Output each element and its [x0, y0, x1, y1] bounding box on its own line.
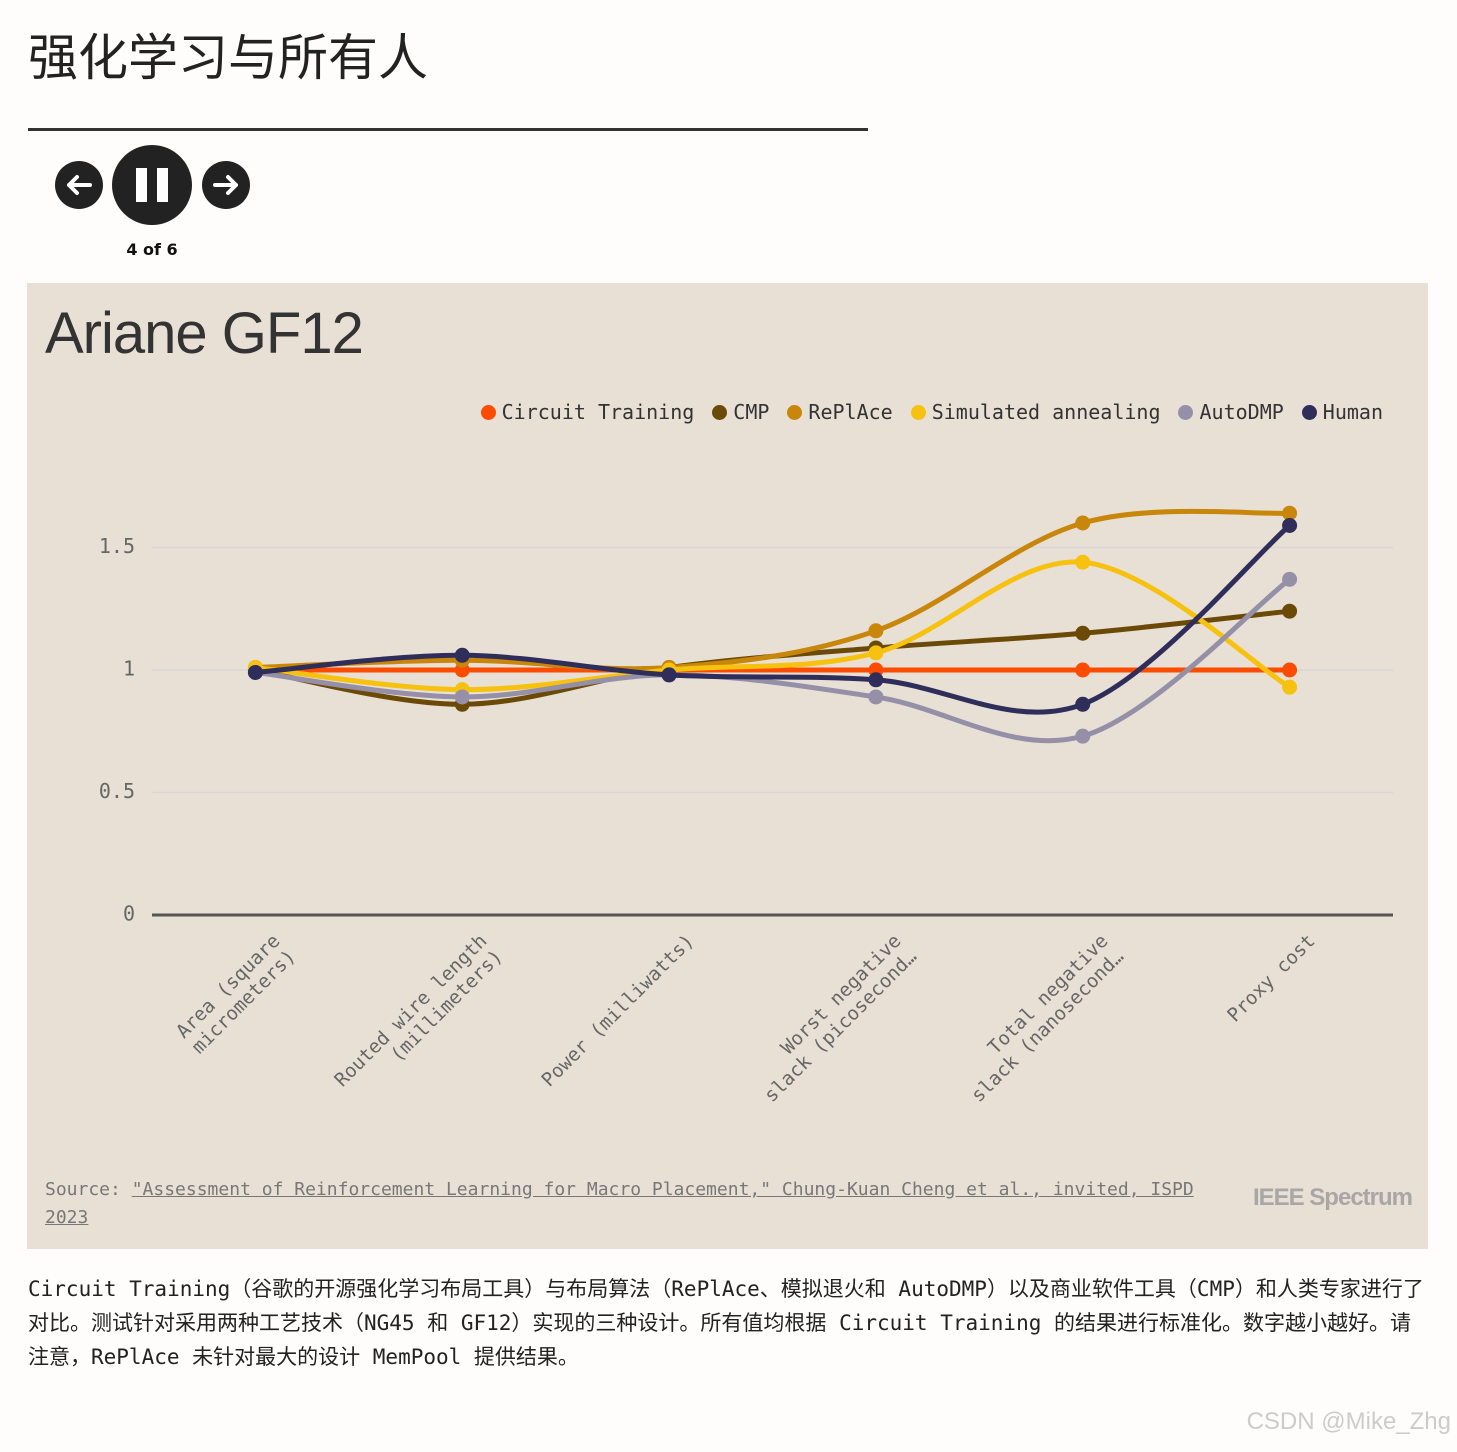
data-point — [868, 645, 884, 661]
legend-label: AutoDMP — [1199, 400, 1284, 424]
source-note: Source: "Assessment of Reinforcement Lea… — [45, 1176, 1225, 1232]
data-point — [1075, 696, 1091, 712]
caption: Circuit Training（谷歌的开源强化学习布局工具）与布局算法（ReP… — [28, 1277, 1424, 1369]
y-tick-label: 1.5 — [99, 534, 135, 558]
legend-item: RePlAce — [787, 400, 893, 424]
legend-item: Human — [1301, 400, 1383, 424]
data-point — [868, 689, 884, 705]
data-point — [1282, 662, 1298, 678]
slide-counter: 4 of 6 — [126, 240, 178, 259]
series-line — [252, 576, 1293, 744]
legend-label: CMP — [733, 400, 770, 424]
legend-item: Circuit Training — [480, 400, 695, 424]
y-tick-label: 1 — [123, 657, 135, 681]
data-point — [1075, 728, 1091, 744]
data-point — [1282, 517, 1298, 533]
data-point — [247, 664, 263, 680]
data-point — [868, 623, 884, 639]
series-line — [252, 522, 1293, 715]
logo: IEEE Spectrum — [1252, 1184, 1413, 1211]
data-point — [1075, 515, 1091, 531]
watermark: CSDN @Mike_Zhg — [1246, 1408, 1451, 1435]
legend-item: Simulated annealing — [910, 400, 1161, 424]
legend-swatch — [910, 404, 926, 420]
chart-title: Ariane GF12 — [45, 301, 364, 366]
legend-swatch — [787, 404, 803, 420]
divider — [28, 128, 868, 131]
data-point — [1282, 505, 1298, 521]
source-label: Source: — [45, 1179, 121, 1200]
legend-label: RePlAce — [808, 400, 893, 424]
y-tick-label: 0 — [123, 902, 135, 926]
page-title: 强化学习与所有人 — [28, 29, 428, 87]
series-line — [252, 508, 1293, 672]
legend-label: Simulated annealing — [931, 400, 1161, 424]
legend-item: AutoDMP — [1178, 400, 1284, 424]
chart-panel — [27, 283, 1428, 1249]
legend-label: Circuit Training — [501, 400, 695, 424]
data-point — [1282, 679, 1298, 695]
legend-item: CMP — [712, 400, 769, 424]
legend-swatch — [1301, 404, 1317, 420]
legend-label: Human — [1322, 400, 1383, 424]
y-tick-label: 0.5 — [99, 779, 135, 803]
data-point — [661, 667, 677, 683]
data-point — [1075, 625, 1091, 641]
legend-swatch — [1178, 404, 1194, 420]
series-line — [252, 559, 1293, 693]
legend-swatch — [712, 404, 728, 420]
data-point — [1282, 603, 1298, 619]
data-point — [454, 689, 470, 705]
data-point — [1075, 554, 1091, 570]
data-point — [454, 647, 470, 663]
data-point — [868, 672, 884, 688]
data-point — [1282, 571, 1298, 587]
data-point — [1075, 662, 1091, 678]
source-link[interactable]: "Assessment of Reinforcement Learning fo… — [45, 1179, 1194, 1228]
legend-swatch — [480, 404, 496, 420]
legend: Circuit Training CMP RePlAce Simulated anne… — [480, 400, 1383, 424]
